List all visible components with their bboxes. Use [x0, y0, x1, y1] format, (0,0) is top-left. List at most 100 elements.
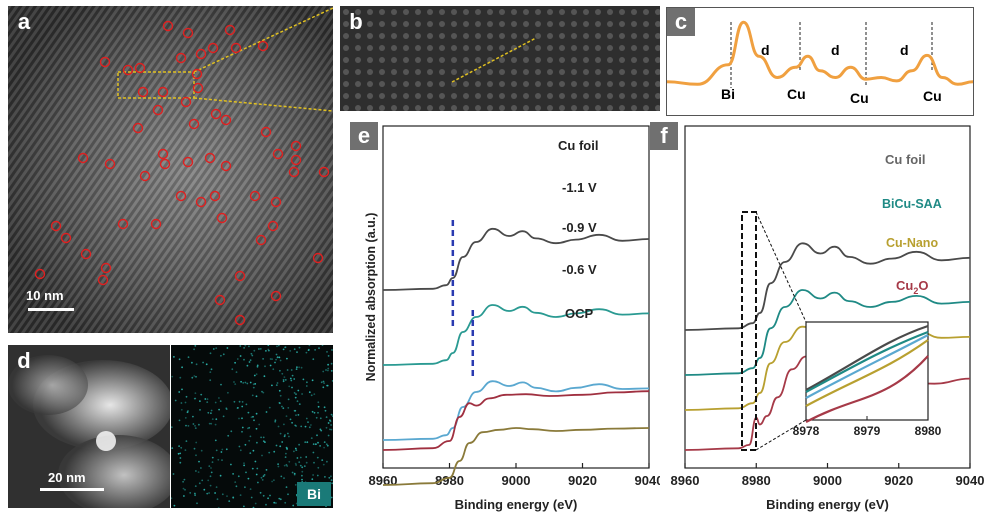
series-line	[382, 304, 650, 366]
atom-marker	[132, 122, 144, 134]
atom-marker	[272, 148, 284, 160]
atom-marker	[99, 56, 111, 68]
scale-bar-d	[40, 488, 104, 491]
panel-b-micrograph: b	[340, 6, 660, 111]
atom-marker	[216, 212, 228, 224]
legend-label: Cu foil	[558, 138, 598, 153]
atom-marker	[117, 218, 129, 230]
scale-label-a: 10 nm	[26, 288, 64, 303]
legend-label: Cu2O	[896, 278, 928, 296]
atom-marker	[207, 42, 219, 54]
inset-tick-label: 8980	[915, 424, 942, 438]
series-line	[684, 242, 971, 331]
scale-bar-a	[28, 308, 74, 311]
legend-label: OCP	[565, 306, 594, 321]
atom-marker	[312, 252, 324, 264]
atom-marker	[162, 20, 174, 32]
atom-marker	[192, 82, 204, 94]
x-tick-label: 9020	[568, 473, 597, 488]
atom-marker	[182, 27, 194, 39]
x-tick-label: 8980	[742, 473, 771, 488]
legend-label: Cu foil	[885, 152, 925, 167]
inset-frame	[805, 321, 929, 421]
atom-marker	[210, 108, 222, 120]
inset-series	[805, 355, 929, 423]
single-atom-markers	[34, 20, 330, 326]
panel-d-eds-map: Bi	[171, 345, 333, 508]
x-tick-label: 8960	[671, 473, 700, 488]
atom-marker	[195, 48, 207, 60]
atom-marker	[122, 64, 134, 76]
atom-marker	[175, 190, 187, 202]
x-tick-label: 9000	[502, 473, 531, 488]
atom-marker	[137, 86, 149, 98]
atom-marker	[104, 158, 116, 170]
inset-tick-label: 8978	[793, 424, 820, 438]
atom-marker	[100, 262, 112, 274]
atom-marker	[290, 140, 302, 152]
atom-marker	[230, 42, 242, 54]
inset-tick-label: 8979	[854, 424, 881, 438]
zoom-region	[741, 211, 757, 451]
label-cu-1: Cu	[787, 86, 806, 102]
series-line	[382, 380, 650, 441]
label-d-1: d	[761, 42, 770, 58]
atom-marker	[60, 232, 72, 244]
atom-marker	[209, 190, 221, 202]
label-d-3: d	[900, 42, 909, 58]
panel-d-letter: d	[17, 348, 31, 373]
series-line	[382, 427, 650, 486]
atom-marker	[288, 166, 300, 178]
plot-frame	[382, 125, 650, 469]
atom-marker	[270, 290, 282, 302]
series-line	[382, 227, 650, 291]
atom-marker	[290, 154, 302, 166]
legend-label: -0.9 V	[562, 220, 597, 235]
atom-marker	[234, 314, 246, 326]
atom-marker	[77, 152, 89, 164]
panel-a-micrograph: a 10 nm	[8, 6, 333, 333]
atom-marker	[150, 218, 162, 230]
panel-c-profile: c Bi Cu Cu Cu d d d	[666, 7, 974, 116]
atom-marker	[270, 196, 282, 208]
atom-marker	[260, 126, 272, 138]
atom-marker	[204, 152, 216, 164]
inset-series	[805, 330, 929, 393]
zoom-box	[117, 71, 195, 99]
x-axis-label: Binding energy (eV)	[455, 497, 578, 512]
atom-marker	[50, 220, 62, 232]
atom-marker	[318, 166, 330, 178]
atom-marker	[157, 86, 169, 98]
atom-marker	[234, 270, 246, 282]
element-badge: Bi	[297, 482, 331, 506]
atom-marker	[214, 294, 226, 306]
panel-b-letter: b	[349, 9, 363, 34]
x-axis-label: Binding energy (eV)	[766, 497, 889, 512]
x-tick-label: 9000	[813, 473, 842, 488]
atom-marker	[97, 274, 109, 286]
atom-marker	[182, 156, 194, 168]
label-bi: Bi	[721, 86, 735, 102]
atom-marker	[139, 170, 151, 182]
panel-e-chart: 8960 8980 9000 9020 9040 Binding energy (eV) N…	[340, 120, 663, 520]
atom-marker	[195, 196, 207, 208]
inset-series	[805, 334, 929, 399]
legend-label: -1.1 V	[562, 180, 597, 195]
inset-series	[805, 339, 929, 407]
atom-marker	[257, 40, 269, 52]
atom-marker	[188, 118, 200, 130]
x-tick-label: 9040	[635, 473, 660, 488]
y-axis-label: Normalized absorption (a.u.)	[364, 213, 378, 382]
atom-marker	[34, 268, 46, 280]
line-profile	[451, 37, 537, 83]
label-cu-2: Cu	[850, 90, 869, 106]
atom-marker	[267, 220, 279, 232]
scale-label-d: 20 nm	[48, 470, 86, 485]
inset-series	[805, 324, 929, 391]
legend-label: Cu-Nano	[886, 236, 938, 250]
atom-marker	[159, 158, 171, 170]
x-tick-label: 9020	[884, 473, 913, 488]
profile-line	[666, 20, 974, 86]
atom-marker	[180, 96, 192, 108]
atom-marker	[134, 62, 146, 74]
